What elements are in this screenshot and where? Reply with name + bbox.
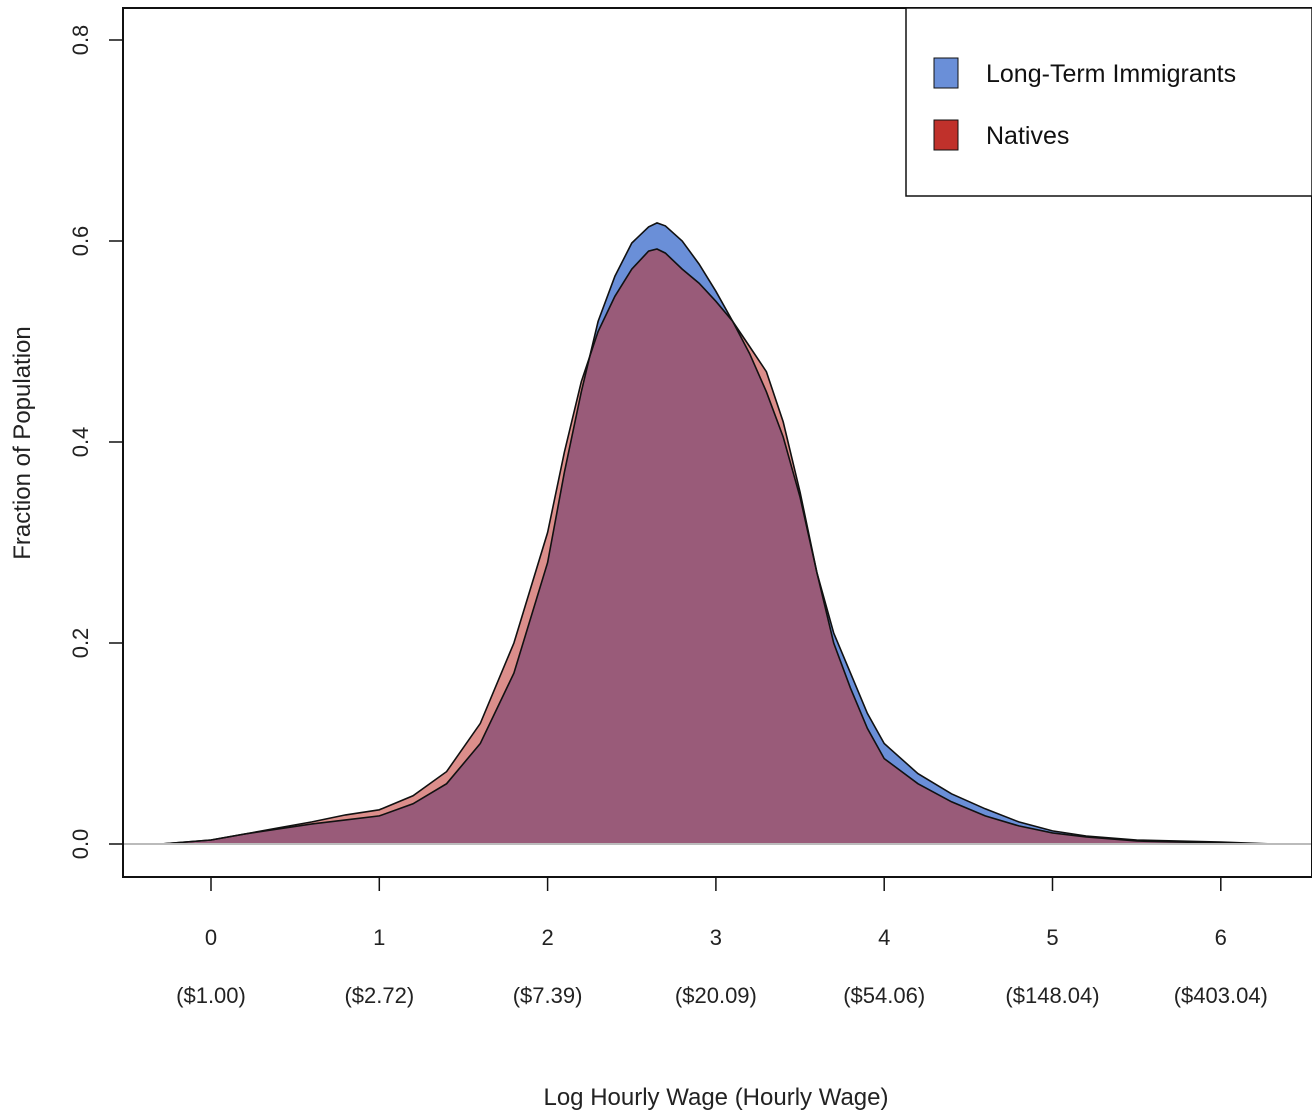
x-axis-title: Log Hourly Wage (Hourly Wage): [543, 1084, 888, 1111]
series-outline-long-term-immigrants: [160, 222, 1272, 845]
x-tick-sublabel: ($2.72): [344, 983, 414, 1008]
x-tick-label: 4: [878, 925, 890, 950]
y-tick-label: 0.6: [68, 226, 93, 257]
y-tick-label: 0.8: [68, 25, 93, 56]
x-tick-sublabel: ($20.09): [675, 983, 757, 1008]
x-tick-label: 3: [710, 925, 722, 950]
x-tick-sublabel: ($54.06): [843, 983, 925, 1008]
series-area-natives: [160, 249, 1272, 844]
x-tick-label: 5: [1046, 925, 1058, 950]
x-tick-sublabel: ($7.39): [513, 983, 583, 1008]
y-tick-label: 0.4: [68, 427, 93, 458]
legend: Long-Term Immigrants Natives: [905, 7, 1312, 197]
series-outline-natives: [160, 248, 1272, 845]
x-tick-label: 2: [541, 925, 553, 950]
x-tick-sublabel: ($403.04): [1174, 983, 1268, 1008]
x-tick-sublabel: ($148.04): [1005, 983, 1099, 1008]
legend-swatch: [933, 119, 959, 151]
y-axis: 0.0 0.2 0.4 0.6 0.8: [68, 25, 123, 860]
x-tick-label: 0: [205, 925, 217, 950]
legend-swatch: [933, 57, 959, 89]
x-tick-sublabel: ($1.00): [176, 983, 246, 1008]
legend-box: [905, 7, 1312, 197]
y-tick-label: 0.2: [68, 628, 93, 659]
legend-label: Natives: [986, 122, 1069, 150]
y-tick-label: 0.0: [68, 829, 93, 860]
legend-label: Long-Term Immigrants: [986, 60, 1236, 88]
x-tick-label: 1: [373, 925, 385, 950]
x-tick-label: 6: [1215, 925, 1227, 950]
x-axis: 0 ($1.00) 1 ($2.72) 2 ($7.39) 3 ($20.09) 4 ($54.0…: [176, 877, 1268, 1008]
density-areas: [160, 222, 1272, 845]
y-axis-title: Fraction of Population: [9, 326, 36, 559]
